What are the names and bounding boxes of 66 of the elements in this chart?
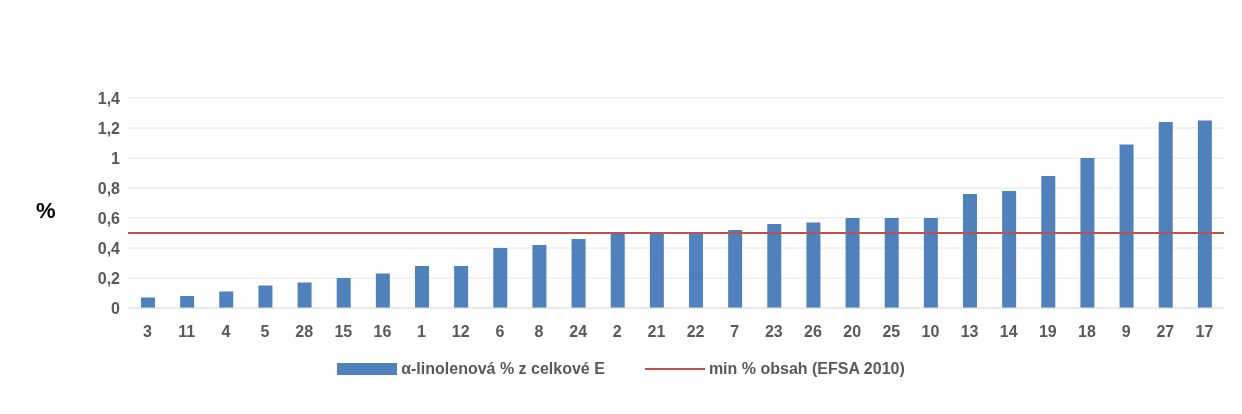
x-tick-label: 24 bbox=[569, 323, 588, 341]
x-tick-label: 8 bbox=[534, 323, 544, 341]
bar bbox=[571, 239, 586, 308]
y-axis-title: % bbox=[36, 198, 56, 224]
y-tick-label: 0,8 bbox=[97, 179, 121, 197]
y-tick-label: 1 bbox=[111, 149, 121, 167]
x-tick-label: 9 bbox=[1121, 323, 1131, 341]
bar bbox=[923, 218, 938, 308]
x-tick-label: 10 bbox=[921, 323, 940, 341]
x-tick-label: 1 bbox=[417, 323, 427, 341]
y-tick-label: 1,4 bbox=[97, 89, 121, 107]
bar bbox=[493, 248, 508, 308]
bar bbox=[649, 233, 664, 308]
x-tick-label: 12 bbox=[451, 323, 470, 341]
x-tick-label: 17 bbox=[1195, 323, 1214, 341]
x-tick-label: 11 bbox=[178, 323, 196, 341]
bar bbox=[454, 266, 469, 308]
x-tick-label: 6 bbox=[495, 323, 505, 341]
bar bbox=[1158, 122, 1173, 308]
bar bbox=[532, 245, 547, 308]
bar bbox=[1080, 158, 1095, 308]
bar bbox=[689, 233, 703, 308]
x-tick-label: 25 bbox=[882, 323, 901, 341]
bar bbox=[884, 218, 899, 308]
x-tick-label: 19 bbox=[1038, 323, 1057, 341]
bar bbox=[1002, 191, 1017, 308]
bar bbox=[610, 233, 625, 308]
bar bbox=[1041, 176, 1056, 308]
x-tick-label: 14 bbox=[999, 323, 1018, 341]
bar bbox=[1197, 120, 1212, 308]
x-tick-label: 13 bbox=[960, 323, 979, 341]
bar bbox=[806, 222, 821, 308]
x-tick-label: 5 bbox=[260, 323, 270, 341]
bar bbox=[375, 273, 390, 308]
x-tick-label: 23 bbox=[764, 323, 783, 341]
legend-label: α-linolenová % z celkové E bbox=[401, 360, 605, 378]
bar bbox=[258, 285, 273, 308]
y-tick-label: 0,6 bbox=[97, 209, 121, 227]
x-tick-label: 15 bbox=[334, 323, 353, 341]
bar bbox=[219, 291, 234, 308]
x-tick-label: 22 bbox=[686, 323, 705, 341]
bar bbox=[180, 296, 195, 308]
x-tick-label: 2 bbox=[612, 323, 622, 341]
bar bbox=[297, 282, 312, 308]
bar bbox=[1119, 144, 1134, 308]
x-tick-label: 16 bbox=[373, 323, 392, 341]
x-tick-label: 20 bbox=[843, 323, 862, 341]
x-tick-label: 4 bbox=[221, 323, 231, 341]
x-tick-label: 26 bbox=[804, 323, 822, 341]
x-tick-label: 7 bbox=[730, 323, 740, 341]
y-tick-label: 1,2 bbox=[97, 119, 121, 137]
x-tick-label: 3 bbox=[143, 323, 153, 341]
legend-label: min % obsah (EFSA 2010) bbox=[708, 360, 905, 378]
bar bbox=[845, 218, 860, 308]
x-tick-label: 21 bbox=[647, 323, 666, 341]
bar bbox=[963, 194, 977, 308]
x-tick-label: 27 bbox=[1156, 323, 1175, 341]
bar bbox=[767, 224, 782, 308]
bar bbox=[728, 230, 743, 308]
x-tick-label: 28 bbox=[295, 323, 314, 341]
bar bbox=[415, 266, 429, 308]
x-tick-label: 18 bbox=[1078, 323, 1096, 341]
y-tick-label: 0,4 bbox=[97, 239, 121, 257]
y-tick-label: 0,2 bbox=[97, 269, 121, 287]
bar bbox=[336, 278, 351, 308]
y-tick-label: 0 bbox=[111, 299, 121, 317]
